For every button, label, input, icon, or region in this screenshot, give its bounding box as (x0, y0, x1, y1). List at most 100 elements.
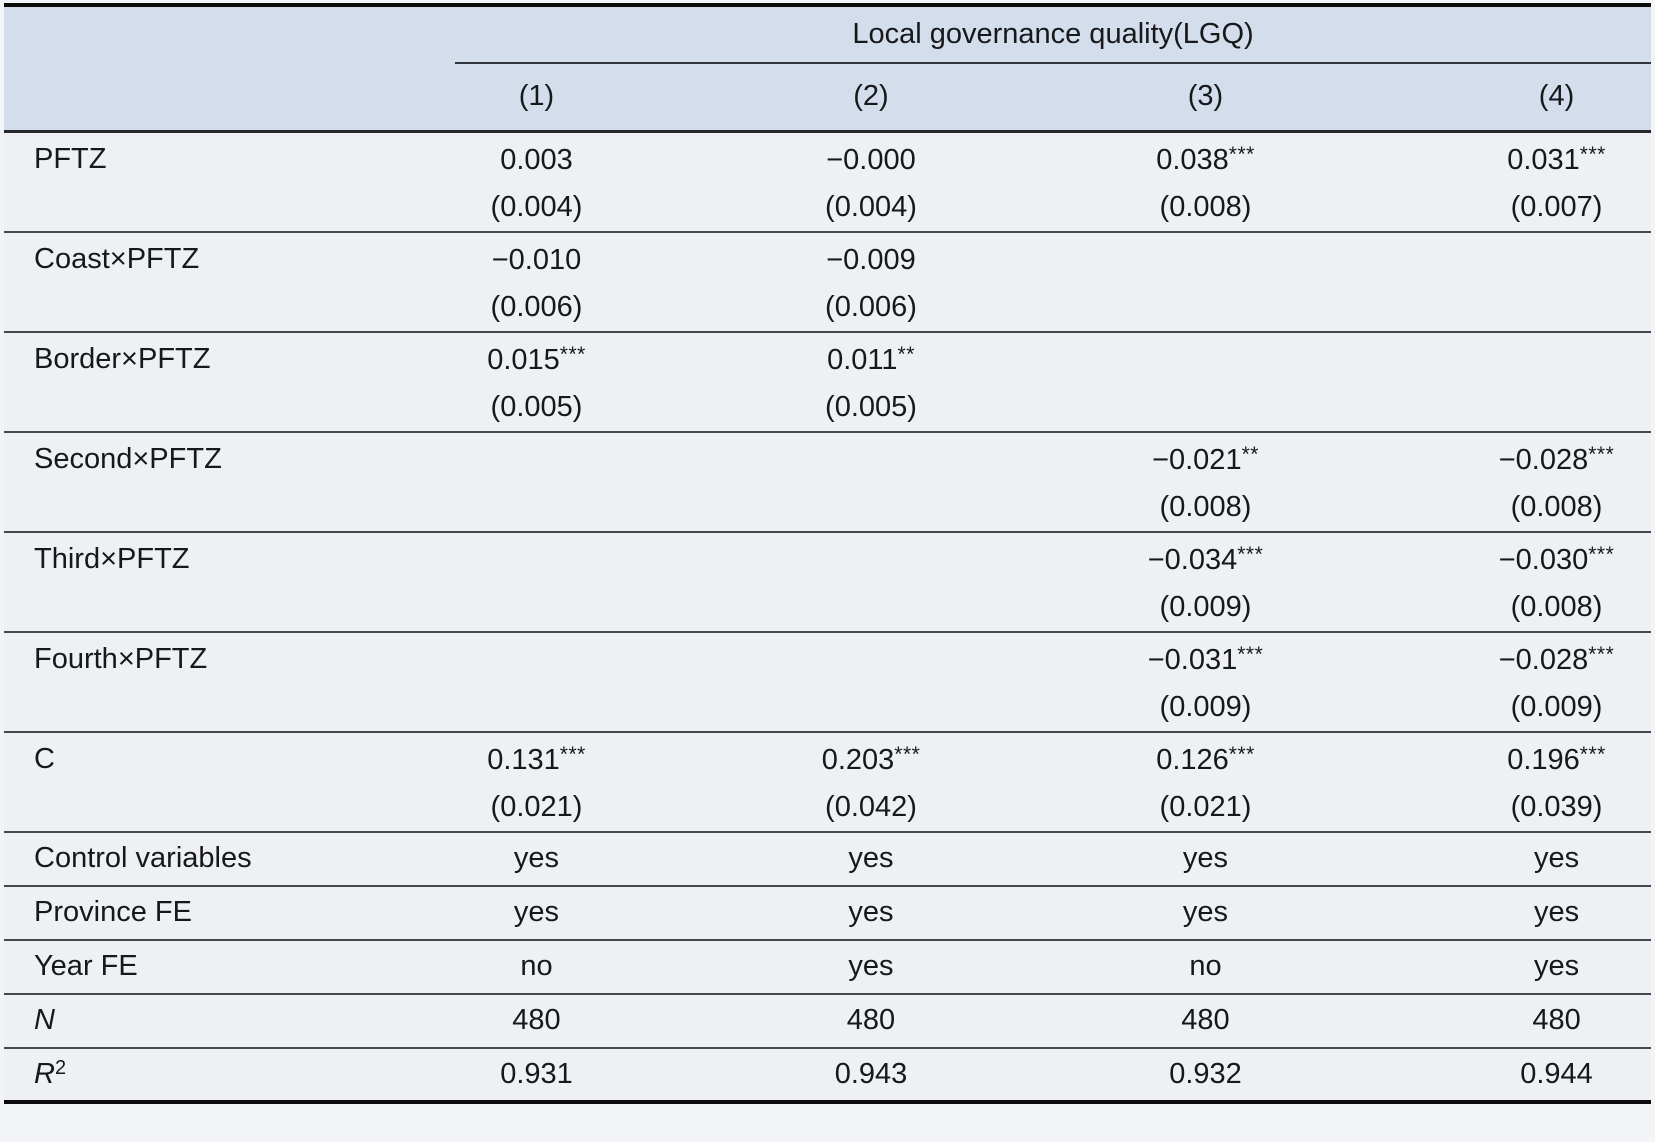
significance-stars: *** (1237, 542, 1264, 566)
significance-stars: *** (559, 342, 586, 366)
value-cell: 480 (1181, 1004, 1230, 1036)
row-label: Second×PFTZ (4, 432, 455, 532)
row-label: R2 (4, 1048, 455, 1102)
significance-stars: *** (1588, 542, 1615, 566)
row-label: Fourth×PFTZ (4, 632, 455, 732)
row-label-text: Province FE (34, 896, 192, 928)
row-label: Third×PFTZ (4, 532, 455, 632)
value-cell: 0.943 (834, 1057, 908, 1090)
table-row: C 0.131*** (0.021) 0.203*** (0.042) 0.126*** (… (4, 732, 1652, 832)
value-cell: 480 (1532, 1004, 1581, 1036)
value-cell: −0.030*** (0.008) (1287, 532, 1651, 632)
significance-stars: *** (1237, 642, 1264, 666)
row-label-text: R (34, 1057, 55, 1090)
table-row: Province FE yes yes yes yes (4, 886, 1652, 940)
standard-error: (0.021) (490, 790, 583, 823)
coefficient-value: −0.009 (826, 243, 916, 276)
table-row: Fourth×PFTZ −0.031*** (0.009) −0.028*** (0.0… (4, 632, 1652, 732)
value-cell: yes (848, 950, 894, 982)
coefficient-value: −0.000 (826, 143, 916, 176)
standard-error: (0.039) (1510, 790, 1603, 823)
value-cell: 0.126*** (0.021) (1124, 732, 1287, 832)
standard-error: (0.008) (1159, 190, 1252, 223)
coefficient-value: −0.030*** (1498, 542, 1615, 576)
value-cell: yes (513, 896, 560, 928)
significance-stars: *** (894, 742, 921, 766)
row-label: Border×PFTZ (4, 332, 455, 432)
value-cell: 0.944 (1520, 1057, 1593, 1090)
value-cell: −0.009 (0.006) (618, 232, 1124, 332)
significance-stars: *** (1228, 742, 1255, 766)
value-cell: yes (848, 896, 894, 928)
value-cell (455, 432, 618, 532)
value-cell: −0.028*** (0.009) (1287, 632, 1651, 732)
significance-stars: *** (1588, 642, 1615, 666)
standard-error: (0.009) (1159, 690, 1252, 723)
value-cell: no (520, 950, 553, 982)
value-cell (618, 632, 1124, 732)
column-header-3: (3) (1124, 63, 1287, 133)
column-group-title: Local governance quality(LGQ) (852, 18, 1254, 50)
table-row: Year FE no yes no yes (4, 940, 1652, 994)
value-cell: 0.031*** (0.007) (1287, 131, 1651, 232)
value-cell: 0.003 (0.004) (455, 131, 618, 232)
header-columns-row: (1) (2) (3) (4) (4, 63, 1652, 133)
significance-stars: *** (1228, 142, 1255, 166)
table-row: PFTZ 0.003 (0.004) −0.000 (0.004) 0.038*** (0.… (4, 131, 1652, 232)
coefficient-value: −0.031*** (1147, 642, 1264, 676)
standard-error: (0.008) (1159, 490, 1252, 523)
value-cell (1124, 232, 1287, 332)
value-cell: 0.011** (0.005) (618, 332, 1124, 432)
table-row: R2 0.931 0.943 0.932 0.944 (4, 1048, 1651, 1102)
value-cell: 0.203*** (0.042) (618, 732, 1124, 832)
coefficient-value: −0.028*** (1498, 442, 1615, 476)
table-header: Local governance quality(LGQ) (1) (2) (3… (4, 5, 1652, 133)
value-cell: 0.015*** (0.005) (455, 332, 618, 432)
row-label-text: Year FE (34, 950, 138, 982)
value-cell: yes (1533, 896, 1580, 928)
value-cell: 480 (512, 1004, 561, 1036)
value-cell: −0.028*** (0.008) (1287, 432, 1651, 532)
coefficient-value: 0.038*** (1156, 142, 1255, 176)
table-row: Control variables yes yes yes yes (4, 832, 1652, 886)
coefficient-value: 0.015*** (487, 342, 586, 376)
standard-error: (0.004) (825, 190, 917, 223)
row-label: Year FE (4, 940, 455, 994)
value-cell: 0.038*** (0.008) (1124, 131, 1287, 232)
standard-error: (0.042) (825, 790, 917, 823)
table-row: Coast×PFTZ −0.010 (0.006) −0.009 (0.006) (4, 232, 1652, 332)
value-cell: yes (1182, 896, 1229, 928)
row-label-text: Coast×PFTZ (34, 242, 200, 275)
column-header-4: (4) (1287, 63, 1652, 133)
coefficient-value: −0.034*** (1147, 542, 1264, 576)
coefficient-value: 0.126*** (1156, 742, 1255, 776)
column-header-1: (1) (455, 63, 618, 133)
value-cell: yes (1182, 842, 1229, 874)
value-cell: yes (1533, 950, 1580, 982)
value-cell (455, 632, 618, 732)
standard-error: (0.008) (1510, 490, 1603, 523)
row-label-text: N (34, 1004, 55, 1036)
value-cell: yes (848, 842, 894, 874)
value-cell: 480 (846, 1004, 896, 1036)
standard-error: (0.005) (490, 390, 583, 423)
coefficient-value: 0.011** (827, 342, 915, 376)
value-cell: −0.010 (0.006) (455, 232, 618, 332)
coefficient-value: −0.021** (1152, 442, 1259, 476)
table-body: PFTZ 0.003 (0.004) −0.000 (0.004) 0.038*** (0.… (4, 131, 1652, 1102)
value-cell: no (1189, 950, 1222, 982)
value-cell: 0.931 (500, 1057, 573, 1090)
row-label-text: PFTZ (34, 142, 107, 175)
value-cell: yes (513, 842, 560, 874)
regression-results-table: Local governance quality(LGQ) (1) (2) (3… (4, 3, 1652, 1104)
significance-stars: ** (1241, 442, 1259, 466)
coefficient-value: 0.131*** (487, 742, 586, 776)
column-header-2: (2) (618, 63, 1124, 133)
value-cell: yes (1533, 842, 1580, 874)
coefficient-value: 0.003 (500, 143, 573, 176)
standard-error: (0.006) (490, 290, 583, 323)
value-cell: −0.031*** (0.009) (1124, 632, 1287, 732)
significance-stars: *** (559, 742, 586, 766)
row-label: Control variables (4, 832, 455, 886)
row-label: Coast×PFTZ (4, 232, 455, 332)
